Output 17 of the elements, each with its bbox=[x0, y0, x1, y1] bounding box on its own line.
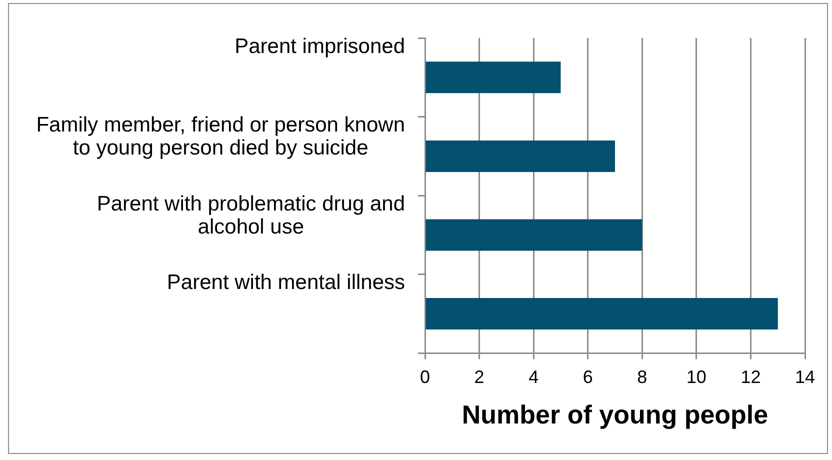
x-axis-title: Number of young people bbox=[462, 400, 768, 430]
x-tick-label: 2 bbox=[474, 366, 484, 387]
x-tick-label: 12 bbox=[740, 366, 761, 387]
x-tick-label: 0 bbox=[420, 366, 430, 387]
bar bbox=[426, 298, 778, 330]
bar bbox=[426, 140, 615, 172]
y-tick-label: Parent with problematic drug and alcohol use bbox=[96, 192, 405, 238]
y-tick-label: Family member, friend or person known to young person died by suicide bbox=[36, 114, 405, 160]
x-tick-label: 6 bbox=[582, 366, 593, 387]
x-tick-label: 10 bbox=[686, 366, 706, 387]
x-tick-label: 4 bbox=[528, 366, 539, 387]
y-tick-label: Parent imprisoned bbox=[234, 34, 405, 58]
bar bbox=[426, 62, 561, 94]
bar bbox=[426, 219, 642, 251]
y-tick-label: Parent with mental illness bbox=[166, 271, 405, 294]
x-tick-label: 8 bbox=[637, 366, 648, 387]
x-tick-label: 14 bbox=[794, 366, 816, 387]
